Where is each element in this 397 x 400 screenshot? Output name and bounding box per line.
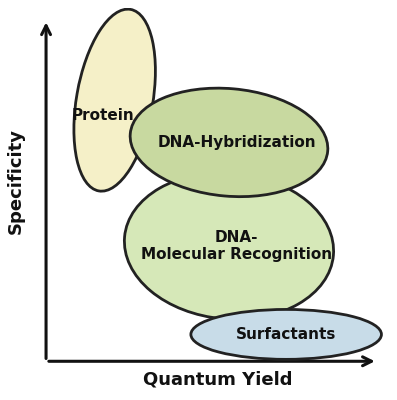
- Text: Specificity: Specificity: [7, 128, 25, 234]
- Text: Protein: Protein: [72, 108, 135, 123]
- Text: DNA-
Molecular Recognition: DNA- Molecular Recognition: [141, 230, 332, 262]
- Text: Quantum Yield: Quantum Yield: [143, 370, 292, 388]
- Ellipse shape: [130, 88, 328, 197]
- Ellipse shape: [74, 9, 155, 191]
- Text: Surfactants: Surfactants: [236, 327, 336, 342]
- Ellipse shape: [124, 173, 333, 319]
- Text: DNA-Hybridization: DNA-Hybridization: [157, 135, 316, 150]
- Ellipse shape: [191, 310, 382, 359]
